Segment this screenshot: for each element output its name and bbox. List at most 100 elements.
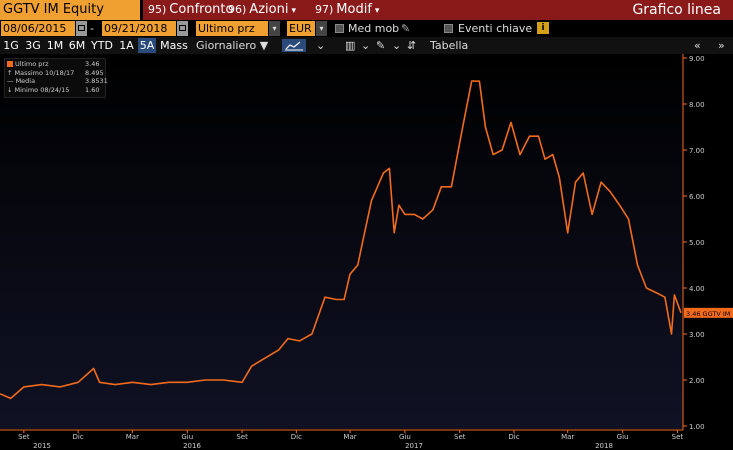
frequency-caret-icon: ▼ <box>259 39 269 52</box>
confronto-number: 95) <box>148 3 167 16</box>
x-tick-label: Giu <box>617 433 629 441</box>
legend-max-marker-icon: ↑ <box>7 68 15 77</box>
legend-avg-row: — Media 3.8531 <box>7 77 108 86</box>
bars-icon[interactable]: ▥ <box>345 39 356 52</box>
x-tick-label: Set <box>236 433 248 441</box>
period-button-5a[interactable]: 5A <box>138 38 156 53</box>
x-year-label: 2015 <box>33 442 51 450</box>
y-tick-label: 4.00 <box>689 285 705 293</box>
y-tick-label: 7.00 <box>689 147 705 155</box>
x-tick-label: Dic <box>73 433 84 441</box>
x-tick-label: Dic <box>508 433 519 441</box>
x-tick-label: Mar <box>126 433 139 441</box>
currency-select[interactable]: EUR <box>287 21 315 36</box>
plot-area <box>0 54 683 429</box>
x-axis: Set Dic Mar Giu Set Dic Mar Giu Set Dic Mar Giu Set2… <box>0 429 684 450</box>
pencil-icon[interactable]: ✎ <box>401 22 411 35</box>
date-separator: - <box>90 22 94 35</box>
start-calendar-icon[interactable] <box>76 21 87 36</box>
legend-min-label: Minimo 08/24/15 <box>14 85 70 94</box>
currency-dropdown-icon[interactable]: ▾ <box>316 21 327 36</box>
line-chart-icon[interactable] <box>282 39 306 52</box>
legend-min-marker-icon: ↓ <box>7 85 15 94</box>
price-field-dropdown-icon[interactable]: ▾ <box>269 21 280 36</box>
confronto-menu[interactable]: 95) Confronto <box>148 0 233 20</box>
frequency-select[interactable]: Giornaliero ▼ <box>196 39 268 52</box>
x-tick-label: Mar <box>343 433 356 441</box>
end-calendar-icon[interactable] <box>177 21 188 36</box>
modif-label: Modif <box>336 2 372 17</box>
period-button-3g[interactable]: 3G <box>25 39 41 52</box>
y-tick-label: 8.00 <box>689 101 705 109</box>
period-button-mass[interactable]: Mass <box>160 39 188 52</box>
y-axis: 1.00 2.00 3.00 4.00 5.00 6.00 7.00 8.00 9.00 <box>682 54 705 431</box>
security-field[interactable]: GGTV IM Equity <box>0 0 140 20</box>
confronto-label: Confronto <box>169 2 234 17</box>
med-mob-checkbox[interactable] <box>335 24 344 33</box>
azioni-menu[interactable]: 96) Azioni ▾ <box>228 0 296 20</box>
period-bar <box>0 37 733 54</box>
y-tick-label: 6.00 <box>689 193 705 201</box>
modif-menu[interactable]: 97) Modif ▾ <box>315 0 379 20</box>
legend-last-value: 3.46 <box>85 60 100 68</box>
x-year-label: 2017 <box>405 442 423 450</box>
price-series <box>0 80 682 400</box>
y-tick-label: 1.00 <box>689 423 705 431</box>
end-date-field[interactable]: 09/21/2018 <box>102 21 176 36</box>
med-mob-label: Med mob <box>348 22 400 35</box>
legend-max-label: Massimo 10/18/17 <box>14 68 75 77</box>
y-tick-label: 9.00 <box>689 55 705 63</box>
line-chart-glyph <box>285 41 303 51</box>
x-tick-label: Dic <box>291 433 302 441</box>
last-price-tag-label: 3.46 GGTV IM <box>686 310 730 318</box>
table-button[interactable]: Tabella <box>430 39 469 52</box>
x-tick-label: Mar <box>561 433 574 441</box>
legend-min-row: ↓ Minimo 08/24/15 1.60 <box>7 86 103 95</box>
x-tick-label: Set <box>672 433 684 441</box>
price-line <box>0 80 682 400</box>
legend-avg-marker-icon: — <box>7 77 16 85</box>
x-tick-label: Giu <box>399 433 411 441</box>
info-icon[interactable]: i <box>537 22 549 34</box>
y-tick-label: 5.00 <box>689 239 705 247</box>
draw-icon[interactable]: ✎ <box>376 39 386 52</box>
legend-avg-value: 3.8531 <box>85 77 108 85</box>
x-year-label: 2018 <box>595 442 613 450</box>
x-year-label: 2016 <box>183 442 201 450</box>
period-button-1a[interactable]: 1A <box>119 39 134 52</box>
modif-caret-icon: ▾ <box>374 6 380 16</box>
collapse-right-icon[interactable]: » <box>718 39 725 52</box>
compare-icon[interactable]: ⇵ <box>407 39 417 52</box>
azioni-number: 96) <box>228 3 247 16</box>
start-date-field[interactable]: 08/06/2015 <box>1 21 75 36</box>
period-button-ytd[interactable]: YTD <box>91 39 113 52</box>
chart-legend: Ultimo prz 3.46 ↑ Massimo 10/18/17 8.495 —… <box>4 58 108 98</box>
x-tick-label: Set <box>454 433 466 441</box>
period-button-6m[interactable]: 6M <box>68 39 86 52</box>
azioni-caret-icon: ▾ <box>291 6 296 16</box>
last-price-tag: 3.46 GGTV IM <box>684 307 733 318</box>
y-tick-label: 3.00 <box>689 331 705 339</box>
x-tick-label: Giu <box>181 433 193 441</box>
bars-caret-icon[interactable]: ⌄ <box>361 39 371 52</box>
period-button-1m[interactable]: 1M <box>46 39 64 52</box>
y-tick-label: 2.00 <box>689 377 705 385</box>
price-chart[interactable]: 1.00 2.00 3.00 4.00 5.00 6.00 7.00 8.00 9.00 Set… <box>0 54 733 450</box>
chart-type-title: Grafico linea <box>632 2 721 18</box>
legend-last-row: Ultimo prz 3.46 <box>7 60 103 69</box>
legend-min-value: 1.60 <box>85 85 100 94</box>
eventi-label: Eventi chiave <box>458 22 533 35</box>
last-price-tag-box <box>684 307 733 318</box>
menu-bar <box>143 0 733 20</box>
collapse-left-icon[interactable]: « <box>694 39 701 52</box>
frequency-label: Giornaliero <box>196 39 257 52</box>
eventi-checkbox[interactable] <box>444 24 453 33</box>
legend-swatch <box>7 61 13 67</box>
draw-caret-icon[interactable]: ⌄ <box>392 39 402 52</box>
period-button-1g[interactable]: 1G <box>3 39 19 52</box>
chart-options-icon[interactable]: ⌄ <box>316 39 326 52</box>
legend-avg-label: Media <box>15 77 36 85</box>
azioni-label: Azioni <box>249 2 289 17</box>
legend-max-row: ↑ Massimo 10/18/17 8.495 <box>7 68 104 78</box>
price-field-select[interactable]: Ultimo prz <box>196 21 268 36</box>
